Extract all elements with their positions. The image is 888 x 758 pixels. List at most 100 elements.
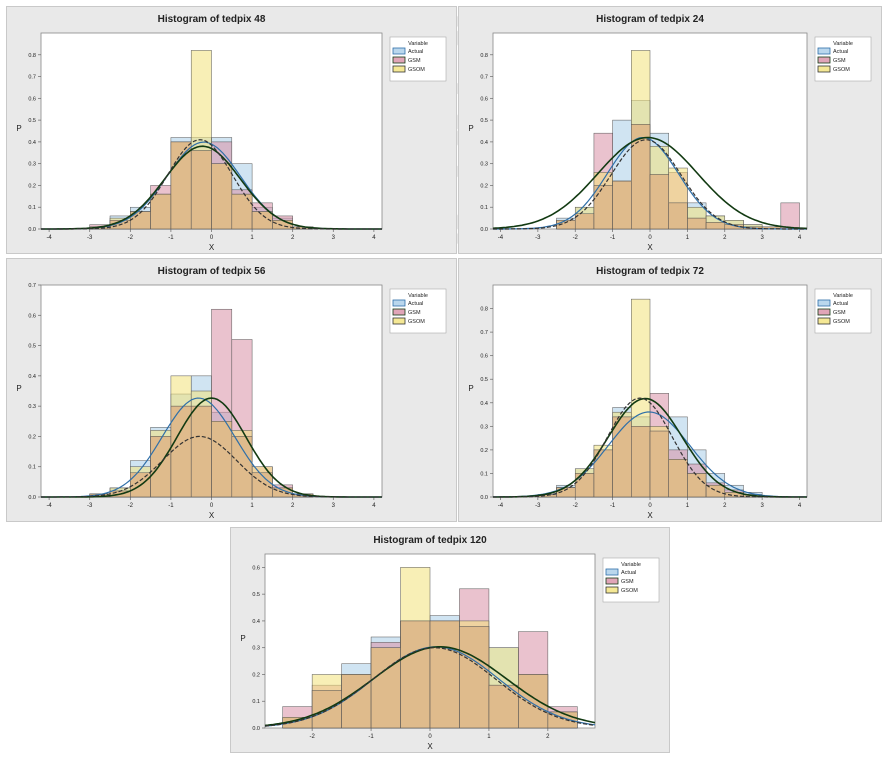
bar-overlap	[687, 217, 707, 230]
legend-label-gsm: GSM	[408, 310, 421, 316]
legend-swatch-actual	[817, 47, 831, 55]
x-tick-label: -4	[46, 235, 52, 241]
y-tick-label: 0.4	[252, 619, 260, 625]
bar-overlap	[400, 620, 431, 729]
x-tick-label: 4	[798, 503, 802, 509]
curve-gsm	[41, 397, 382, 498]
bar-overlap	[231, 193, 253, 230]
x-axis-label: X	[209, 511, 215, 520]
x-tick-label: -2	[309, 734, 315, 740]
legend-label-actual: Actual	[833, 49, 848, 55]
y-tick-label: 0.2	[28, 183, 36, 189]
x-tick-label: 0	[648, 503, 652, 509]
legend-title: Variable	[408, 41, 428, 47]
y-tick-label: 0.3	[252, 646, 260, 652]
bar-overlap	[190, 150, 212, 230]
histogram-chart-2: Histogram of tedpix 24 0.0 0.1 0.2 0.3 0.4 0.5…	[468, 14, 872, 252]
legend-swatch-actual	[605, 568, 619, 576]
bar-overlap	[612, 180, 632, 230]
legend-swatch-gsom	[817, 317, 831, 325]
bar-overlap	[190, 405, 212, 498]
y-tick-label: 0.8	[480, 53, 488, 59]
bar-overlap	[150, 436, 172, 498]
bar-overlap	[251, 472, 273, 498]
chart-panel-2: Histogram of tedpix 24 0.0 0.1 0.2 0.3 0.4 0.5…	[458, 6, 882, 254]
y-tick-label: 0.3	[28, 162, 36, 168]
curve-gsom	[493, 397, 807, 498]
y-tick-label: 0.0	[28, 495, 36, 501]
y-tick-label: 0.3	[28, 404, 36, 410]
histogram-chart-1: Histogram of tedpix 48 0.0 0.1 0.2 0.3 0.4 0.5…	[16, 14, 447, 252]
curve-gsm	[493, 397, 807, 498]
chart-title: Histogram of tedpix 120	[373, 535, 487, 546]
legend-label-gsom: GSOM	[833, 67, 850, 73]
x-tick-label: -3	[535, 503, 541, 509]
y-tick-label: 0.4	[28, 140, 36, 146]
y-tick-label: 0.1	[28, 465, 36, 471]
bar-overlap	[231, 436, 253, 498]
y-tick-label: 0.2	[480, 448, 488, 454]
x-tick-label: -4	[498, 503, 504, 509]
histogram-chart-5: Histogram of tedpix 120 0.0 0.1 0.2 0.3 0.4 0.…	[240, 535, 660, 751]
x-tick-label: -2	[573, 503, 579, 509]
legend-swatch-gsom	[605, 586, 619, 594]
y-tick-label: 0.5	[28, 344, 36, 350]
legend-label-gsom: GSOM	[621, 588, 638, 594]
x-tick-label: -1	[168, 503, 174, 509]
legend-label-actual: Actual	[408, 49, 423, 55]
x-tick-label: 0	[428, 734, 432, 740]
legend-label-gsom: GSOM	[833, 319, 850, 325]
y-tick-label: 0.6	[480, 96, 488, 102]
y-axis-label: P	[468, 384, 473, 393]
x-tick-label: 1	[686, 235, 690, 241]
legend-swatch-gsm	[392, 56, 406, 64]
chart-panel-3: Histogram of tedpix 56 0.0 0.1 0.2 0.3 0.4 0.5…	[6, 258, 457, 522]
x-tick-label: -1	[168, 235, 174, 241]
y-tick-label: 0.1	[480, 205, 488, 211]
y-tick-label: 0.3	[480, 162, 488, 168]
histogram-chart-4: Histogram of tedpix 72 0.0 0.1 0.2 0.3 0.4 0.5…	[468, 266, 872, 520]
y-tick-label: 0.7	[480, 330, 488, 336]
legend-swatch-actual	[392, 47, 406, 55]
y-tick-label: 0.0	[252, 726, 260, 732]
curve-gsom	[493, 139, 807, 230]
x-tick-label: -2	[128, 235, 134, 241]
bar-overlap	[687, 473, 707, 498]
y-tick-label: 0.8	[28, 53, 36, 59]
bar-overlap	[668, 459, 688, 498]
y-tick-label: 0.2	[28, 434, 36, 440]
x-axis-label: X	[647, 243, 653, 252]
curve-gsom	[41, 139, 382, 230]
bar-overlap	[547, 711, 578, 729]
x-tick-label: 3	[332, 503, 336, 509]
legend-swatch-gsm	[605, 577, 619, 585]
y-axis-label: P	[16, 384, 21, 393]
legend-swatch-gsm	[392, 308, 406, 316]
x-tick-label: 1	[250, 503, 254, 509]
legend-swatch-gsm	[817, 56, 831, 64]
chart-title: Histogram of tedpix 72	[596, 266, 704, 277]
x-tick-label: 4	[372, 503, 376, 509]
chart-title: Histogram of tedpix 48	[158, 14, 266, 25]
legend-label-gsom: GSOM	[408, 67, 425, 73]
bar-overlap	[705, 484, 726, 498]
x-tick-label: 2	[723, 235, 727, 241]
bar-overlap	[518, 674, 549, 729]
legend-swatch-actual	[392, 299, 406, 307]
bar-overlap	[170, 141, 192, 230]
legend-swatch-gsm	[817, 308, 831, 316]
x-tick-label: 2	[291, 503, 295, 509]
x-tick-label: 1	[487, 734, 491, 740]
bar-overlap	[341, 674, 372, 729]
x-tick-label: -4	[46, 503, 52, 509]
bar-overlap	[593, 449, 613, 498]
bar-overlap	[429, 620, 460, 729]
legend-label-actual: Actual	[833, 301, 848, 307]
x-tick-label: 1	[686, 503, 690, 509]
x-tick-label: 3	[760, 503, 764, 509]
y-tick-label: 0.4	[480, 401, 488, 407]
histogram-chart-3: Histogram of tedpix 56 0.0 0.1 0.2 0.3 0.4 0.5…	[16, 266, 447, 520]
x-tick-label: 2	[723, 503, 727, 509]
legend-title: Variable	[833, 41, 853, 47]
x-tick-label: 2	[291, 235, 295, 241]
